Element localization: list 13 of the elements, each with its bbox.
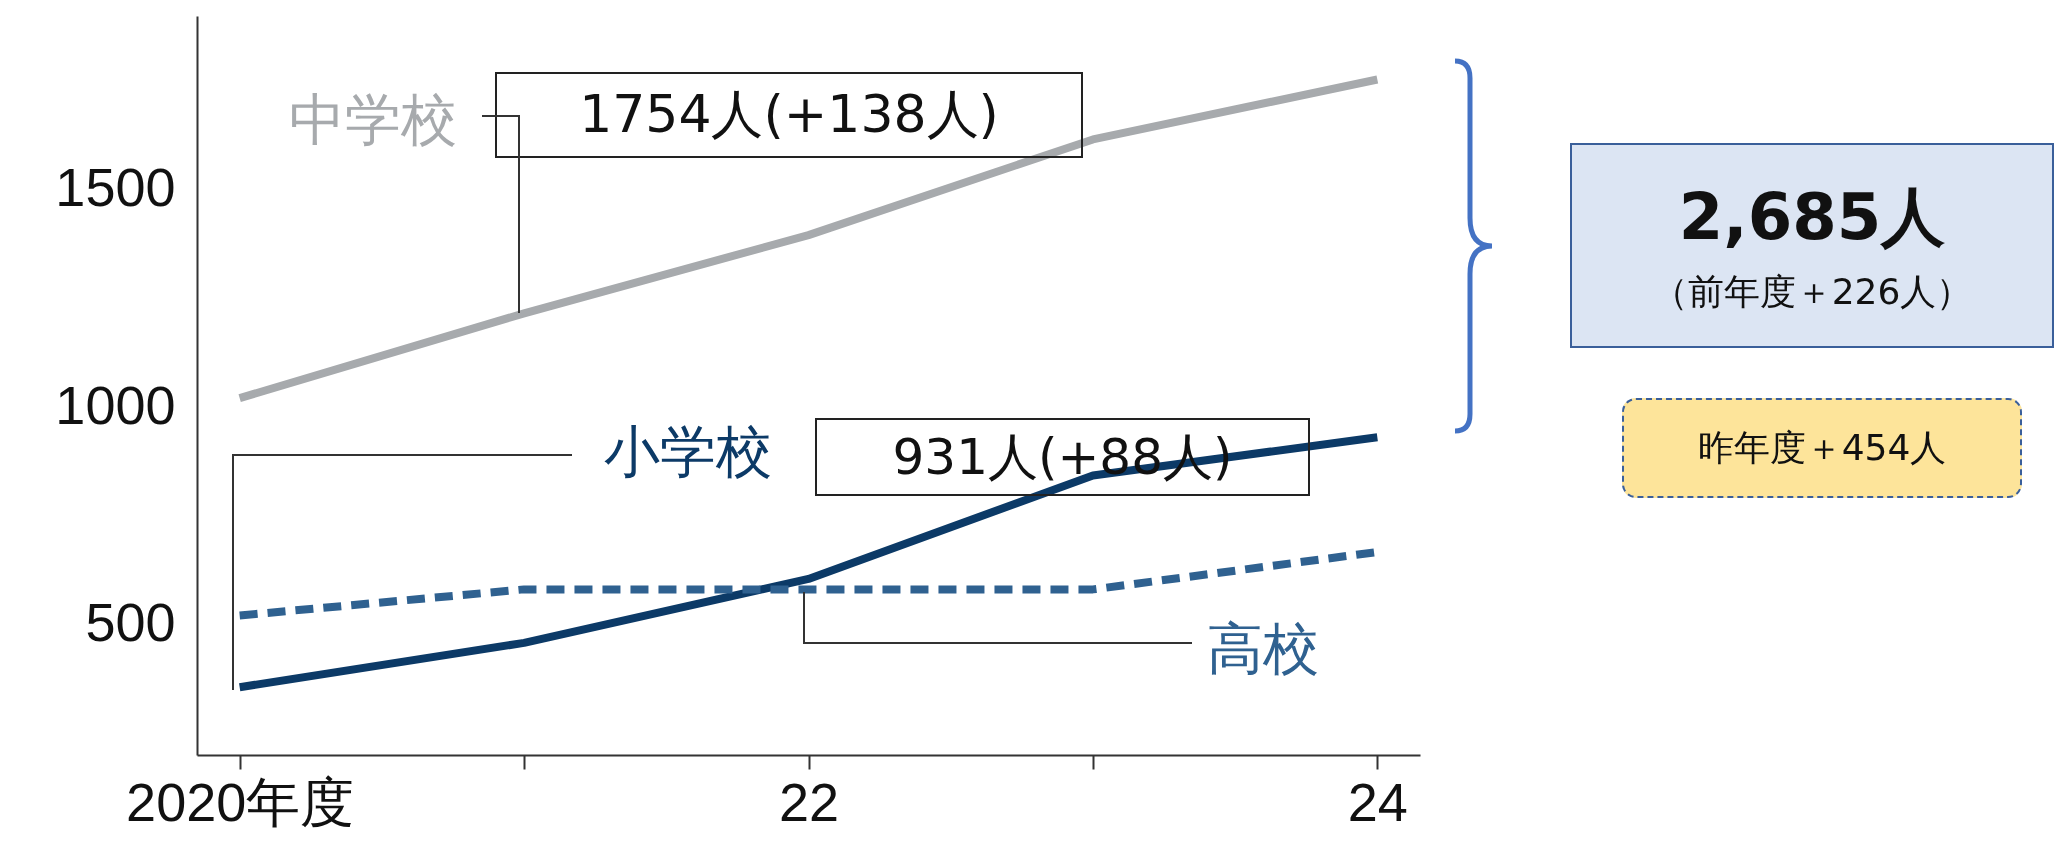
- y-tick-label: 1000: [55, 374, 176, 435]
- series-label: 高校: [1206, 616, 1319, 682]
- y-tick-label: 500: [85, 592, 176, 653]
- x-tick-label: 22: [778, 771, 840, 832]
- y-tick-label: 1500: [55, 157, 176, 218]
- annotation: 1754人(+138人): [495, 72, 1083, 158]
- text: 昨年度＋454人: [1622, 398, 2022, 498]
- x-tick-label: 2020年度: [126, 771, 355, 832]
- series-label: 小学校: [603, 418, 772, 484]
- text: 2,685人: [1677, 179, 1947, 254]
- text: 中学校: [288, 87, 457, 153]
- text: （前年度＋226人）: [1650, 270, 1974, 314]
- x-tick-label: 24: [1347, 771, 1408, 832]
